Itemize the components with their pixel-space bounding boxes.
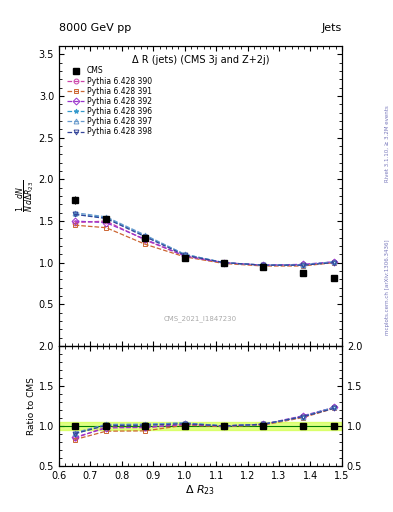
Pythia 6.428 390 [300, 262, 305, 268]
Line: Pythia 6.428 398: Pythia 6.428 398 [72, 212, 336, 268]
Line: Pythia 6.428 397: Pythia 6.428 397 [72, 210, 336, 268]
Line: Pythia 6.428 396: Pythia 6.428 396 [72, 212, 336, 268]
Pythia 6.428 397 [104, 214, 108, 220]
Pythia 6.428 396 [332, 259, 336, 265]
X-axis label: $\Delta\ R_{23}$: $\Delta\ R_{23}$ [185, 483, 215, 497]
Pythia 6.428 396 [72, 211, 77, 218]
Pythia 6.428 391 [143, 241, 148, 247]
Line: Pythia 6.428 391: Pythia 6.428 391 [72, 223, 336, 268]
Pythia 6.428 390 [332, 259, 336, 265]
Pythia 6.428 398 [182, 252, 187, 258]
Pythia 6.428 396 [182, 251, 187, 258]
Pythia 6.428 397 [72, 209, 77, 216]
Text: Rivet 3.1.10, ≥ 3.2M events: Rivet 3.1.10, ≥ 3.2M events [385, 105, 389, 182]
Pythia 6.428 392 [143, 236, 148, 242]
Text: Jets: Jets [321, 23, 342, 33]
Text: 8000 GeV pp: 8000 GeV pp [59, 23, 131, 33]
Pythia 6.428 398 [332, 260, 336, 266]
Pythia 6.428 392 [300, 261, 305, 267]
Line: Pythia 6.428 392: Pythia 6.428 392 [72, 219, 336, 268]
Text: mcplots.cern.ch [arXiv:1306.3436]: mcplots.cern.ch [arXiv:1306.3436] [385, 239, 389, 334]
Pythia 6.428 396 [143, 233, 148, 239]
Pythia 6.428 391 [222, 261, 226, 267]
Bar [59, 422, 342, 430]
Pythia 6.428 398 [261, 262, 266, 268]
Pythia 6.428 396 [104, 215, 108, 221]
Pythia 6.428 398 [143, 234, 148, 240]
Pythia 6.428 396 [222, 260, 226, 266]
Pythia 6.428 390 [72, 220, 77, 226]
Pythia 6.428 391 [104, 225, 108, 231]
Legend: CMS, Pythia 6.428 390, Pythia 6.428 391, Pythia 6.428 392, Pythia 6.428 396, Pyt: CMS, Pythia 6.428 390, Pythia 6.428 391,… [66, 65, 154, 138]
Pythia 6.428 391 [182, 254, 187, 260]
Pythia 6.428 390 [261, 262, 266, 268]
Pythia 6.428 392 [332, 259, 336, 265]
Text: CMS_2021_I1847230: CMS_2021_I1847230 [164, 315, 237, 322]
Pythia 6.428 397 [300, 262, 305, 268]
Pythia 6.428 398 [104, 216, 108, 222]
Pythia 6.428 392 [72, 218, 77, 224]
Pythia 6.428 397 [261, 262, 266, 268]
Pythia 6.428 392 [261, 262, 266, 268]
Text: Δ R (jets) (CMS 3j and Z+2j): Δ R (jets) (CMS 3j and Z+2j) [132, 55, 269, 65]
Pythia 6.428 397 [222, 260, 226, 266]
Pythia 6.428 396 [261, 262, 266, 268]
Pythia 6.428 397 [143, 232, 148, 238]
Pythia 6.428 390 [143, 237, 148, 243]
Pythia 6.428 392 [222, 260, 226, 266]
Y-axis label: Ratio to CMS: Ratio to CMS [27, 377, 36, 435]
Pythia 6.428 397 [332, 259, 336, 265]
Pythia 6.428 397 [182, 251, 187, 258]
Pythia 6.428 398 [222, 260, 226, 266]
Pythia 6.428 390 [182, 253, 187, 259]
Pythia 6.428 391 [261, 263, 266, 269]
Pythia 6.428 398 [300, 262, 305, 268]
Pythia 6.428 398 [72, 211, 77, 218]
Pythia 6.428 391 [300, 263, 305, 269]
Pythia 6.428 390 [104, 218, 108, 224]
Pythia 6.428 391 [332, 260, 336, 266]
Y-axis label: $\frac{1}{N}\frac{dN}{d\Delta R_{23}}$: $\frac{1}{N}\frac{dN}{d\Delta R_{23}}$ [15, 180, 37, 212]
Pythia 6.428 392 [182, 253, 187, 259]
Pythia 6.428 392 [104, 220, 108, 226]
Line: Pythia 6.428 390: Pythia 6.428 390 [72, 219, 336, 268]
Pythia 6.428 391 [72, 222, 77, 228]
Pythia 6.428 396 [300, 262, 305, 268]
Pythia 6.428 390 [222, 260, 226, 266]
